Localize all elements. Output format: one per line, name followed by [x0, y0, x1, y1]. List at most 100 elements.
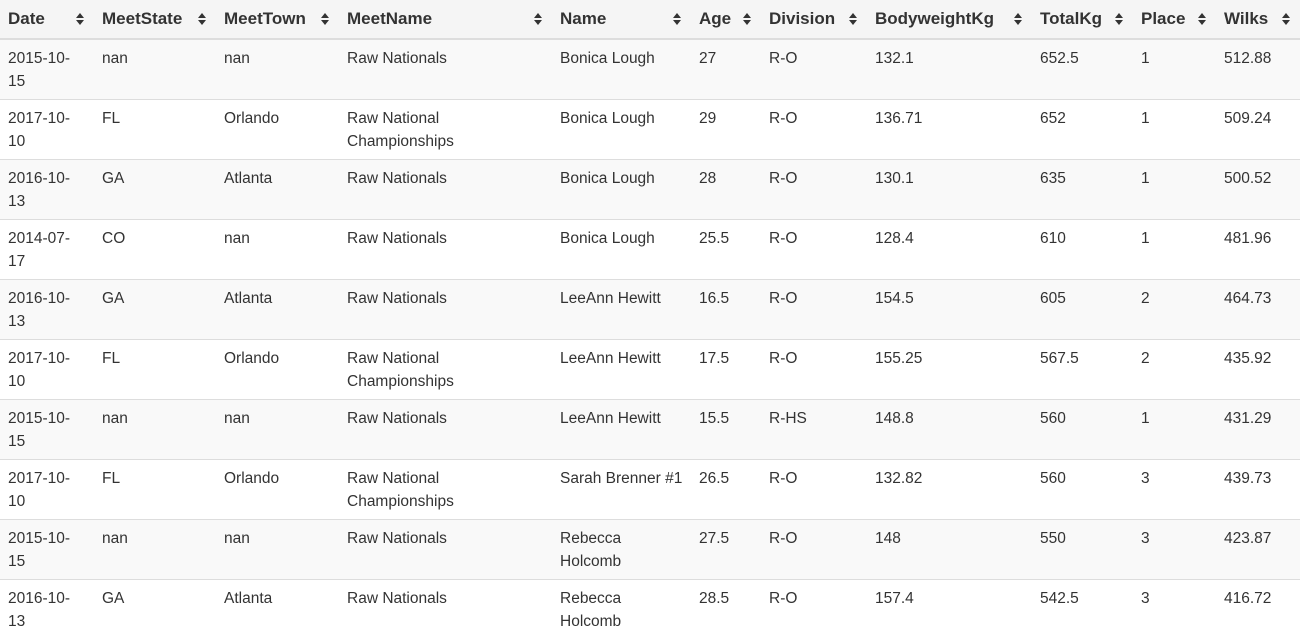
cell-wilks: 423.87	[1216, 519, 1300, 580]
cell-date: 2015-10-15	[0, 38, 94, 100]
cell-name: LeeAnn Hewitt	[552, 399, 691, 460]
cell-bodyweightkg: 136.71	[867, 99, 1032, 160]
cell-name: Rebecca Holcomb	[552, 579, 691, 626]
cell-meetstate: nan	[94, 38, 216, 100]
cell-meettown: Orlando	[216, 459, 339, 520]
table-row: 2016-10-13 GA Atlanta Raw Nationals Rebecca …	[0, 579, 1300, 626]
cell-date: 2014-07-17	[0, 219, 94, 280]
cell-wilks: 416.72	[1216, 579, 1300, 626]
sort-both-icon[interactable]	[1282, 12, 1292, 26]
cell-bodyweightkg: 157.4	[867, 579, 1032, 626]
cell-wilks: 439.73	[1216, 459, 1300, 520]
cell-age: 17.5	[691, 339, 761, 400]
sort-both-icon[interactable]	[534, 12, 544, 26]
column-header-inner: Place	[1141, 9, 1208, 29]
cell-division: R-O	[761, 579, 867, 626]
cell-age: 15.5	[691, 399, 761, 460]
cell-meettown: Orlando	[216, 99, 339, 160]
table-header: Date MeetState MeetTown MeetName Name Age Divi…	[0, 0, 1300, 40]
cell-meetstate: GA	[94, 579, 216, 626]
column-header-meettown[interactable]: MeetTown	[216, 0, 339, 40]
sort-both-icon[interactable]	[673, 12, 683, 26]
cell-bodyweightkg: 154.5	[867, 279, 1032, 340]
cell-totalkg: 635	[1032, 159, 1133, 220]
sort-both-icon[interactable]	[743, 12, 753, 26]
column-header-label: MeetName	[347, 9, 433, 28]
cell-bodyweightkg: 148	[867, 519, 1032, 580]
cell-bodyweightkg: 132.82	[867, 459, 1032, 520]
cell-place: 2	[1133, 339, 1216, 400]
table-row: 2016-10-13 GA Atlanta Raw Nationals LeeAnn H…	[0, 279, 1300, 340]
column-header-wilks[interactable]: Wilks	[1216, 0, 1300, 40]
cell-meetstate: CO	[94, 219, 216, 280]
cell-meetname: Raw Nationals	[339, 399, 552, 460]
column-header-label: MeetTown	[224, 9, 306, 28]
sort-both-icon[interactable]	[321, 12, 331, 26]
cell-place: 1	[1133, 99, 1216, 160]
cell-meetstate: FL	[94, 99, 216, 160]
cell-name: Sarah Brenner #1	[552, 459, 691, 520]
sort-both-icon[interactable]	[1115, 12, 1125, 26]
cell-division: R-HS	[761, 399, 867, 460]
sort-both-icon[interactable]	[1014, 12, 1024, 26]
cell-meettown: Orlando	[216, 339, 339, 400]
sort-both-icon[interactable]	[849, 12, 859, 26]
column-header-label: BodyweightKg	[875, 9, 994, 28]
sort-both-icon[interactable]	[76, 12, 86, 26]
cell-meetname: Raw Nationals	[339, 159, 552, 220]
cell-meetname: Raw Nationals	[339, 519, 552, 580]
cell-totalkg: 560	[1032, 399, 1133, 460]
table-row: 2017-10-10 FL Orlando Raw National Champion…	[0, 459, 1300, 520]
cell-division: R-O	[761, 339, 867, 400]
cell-division: R-O	[761, 459, 867, 520]
column-header-bodyweightkg[interactable]: BodyweightKg	[867, 0, 1032, 40]
column-header-place[interactable]: Place	[1133, 0, 1216, 40]
cell-division: R-O	[761, 159, 867, 220]
table-row: 2017-10-10 FL Orlando Raw National Champion…	[0, 99, 1300, 160]
sort-both-icon[interactable]	[1198, 12, 1208, 26]
cell-meetstate: FL	[94, 339, 216, 400]
cell-place: 1	[1133, 159, 1216, 220]
cell-age: 27	[691, 38, 761, 100]
column-header-inner: Name	[560, 9, 683, 29]
cell-bodyweightkg: 155.25	[867, 339, 1032, 400]
column-header-age[interactable]: Age	[691, 0, 761, 40]
column-header-division[interactable]: Division	[761, 0, 867, 40]
column-header-name[interactable]: Name	[552, 0, 691, 40]
cell-wilks: 512.88	[1216, 38, 1300, 100]
cell-totalkg: 605	[1032, 279, 1133, 340]
cell-wilks: 481.96	[1216, 219, 1300, 280]
column-header-meetname[interactable]: MeetName	[339, 0, 552, 40]
cell-meetname: Raw Nationals	[339, 279, 552, 340]
cell-totalkg: 652	[1032, 99, 1133, 160]
cell-meetname: Raw National Championships	[339, 459, 552, 520]
cell-place: 3	[1133, 579, 1216, 626]
column-header-label: TotalKg	[1040, 9, 1103, 28]
cell-bodyweightkg: 130.1	[867, 159, 1032, 220]
cell-name: Rebecca Holcomb	[552, 519, 691, 580]
cell-age: 26.5	[691, 459, 761, 520]
column-header-totalkg[interactable]: TotalKg	[1032, 0, 1133, 40]
cell-wilks: 435.92	[1216, 339, 1300, 400]
cell-place: 1	[1133, 219, 1216, 280]
cell-totalkg: 550	[1032, 519, 1133, 580]
cell-division: R-O	[761, 38, 867, 100]
cell-date: 2016-10-13	[0, 579, 94, 626]
table-row: 2015-10-15 nan nan Raw Nationals Bonica Loug…	[0, 38, 1300, 100]
column-header-date[interactable]: Date	[0, 0, 94, 40]
table-body: 2015-10-15 nan nan Raw Nationals Bonica Loug…	[0, 38, 1300, 626]
cell-place: 1	[1133, 38, 1216, 100]
cell-date: 2015-10-15	[0, 399, 94, 460]
cell-totalkg: 542.5	[1032, 579, 1133, 626]
cell-age: 28	[691, 159, 761, 220]
cell-name: Bonica Lough	[552, 219, 691, 280]
cell-place: 3	[1133, 459, 1216, 520]
cell-age: 16.5	[691, 279, 761, 340]
cell-division: R-O	[761, 219, 867, 280]
column-header-meetstate[interactable]: MeetState	[94, 0, 216, 40]
cell-division: R-O	[761, 279, 867, 340]
sort-both-icon[interactable]	[198, 12, 208, 26]
column-header-inner: MeetTown	[224, 9, 331, 29]
cell-name: Bonica Lough	[552, 38, 691, 100]
